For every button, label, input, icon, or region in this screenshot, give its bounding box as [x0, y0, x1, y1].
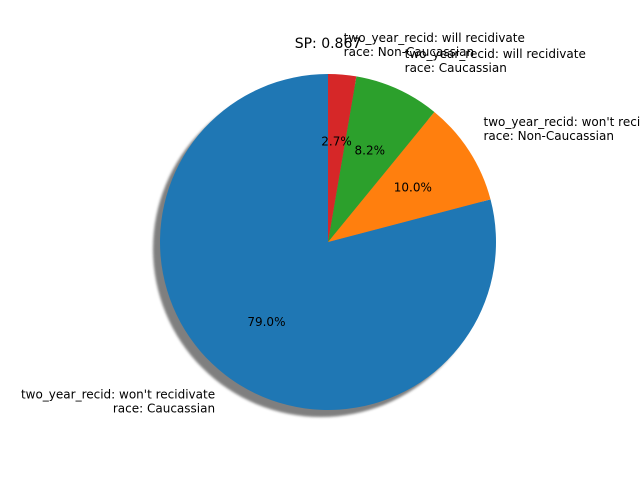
pie-slices: [159, 74, 496, 410]
pct-label-2: 8.2%: [355, 143, 386, 157]
slice-label-0-line-0: two_year_recid: won't recidivate: [21, 387, 215, 401]
chart-title: SP: 0.867: [295, 36, 362, 52]
pie-slice-2: [328, 76, 435, 242]
pct-label-0: 79.0%: [247, 315, 285, 329]
slice-label-0: two_year_recid: won't recidivate race: Ca…: [21, 387, 215, 415]
slice-label-3-line-1: race: Non-Caucassian: [344, 45, 474, 59]
pie-slice-3: [328, 74, 357, 242]
slice-label-1-line-1: race: Non-Caucassian: [484, 129, 614, 143]
pct-label-3: 2.7%: [321, 135, 352, 149]
slice-label-2: two_year_recid: will recidivate race: Cau…: [405, 47, 586, 75]
slice-label-1-line-0: two_year_recid: won't recidivate: [484, 115, 640, 129]
slice-label-2-line-1: race: Caucassian: [405, 61, 507, 75]
slice-labels: two_year_recid: won't recidivate race: Ca…: [21, 31, 640, 415]
pct-label-1: 10.0%: [394, 181, 432, 195]
slice-label-3-line-0: two_year_recid: will recidivate: [344, 31, 525, 45]
slice-label-3: two_year_recid: will recidivate race: Non…: [344, 31, 525, 59]
slice-label-0-line-1: race: Caucassian: [113, 401, 215, 415]
pie-slice-1: [328, 111, 491, 242]
slice-label-2-line-0: two_year_recid: will recidivate: [405, 47, 586, 61]
percentage-labels: 79.0% 10.0% 8.2%2.7%: [247, 135, 432, 329]
